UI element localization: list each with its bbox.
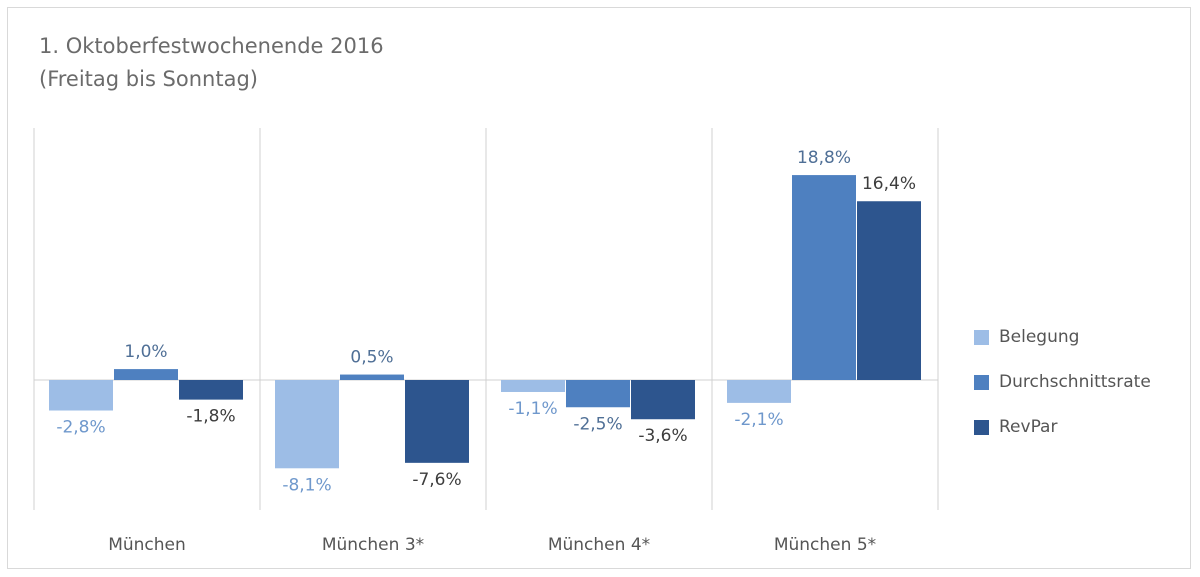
chart-frame	[7, 7, 1191, 569]
category-label-1: München 3*	[322, 535, 424, 555]
legend-swatch-belegung	[974, 329, 989, 345]
data-label-durchschnittsrate-3: 18,8%	[797, 148, 851, 168]
bar-belegung-1	[275, 380, 339, 469]
data-label-durchschnittsrate-0: 1,0%	[124, 342, 167, 362]
legend-label-belegung: Belegung	[999, 327, 1080, 347]
bar-belegung-0	[49, 380, 113, 411]
legend-item-revpar: RevPar	[974, 412, 1151, 442]
legend-swatch-durchschnittsrate	[974, 374, 989, 390]
data-label-revpar-1: -7,6%	[412, 470, 461, 490]
data-label-durchschnittsrate-1: 0,5%	[350, 348, 393, 368]
data-label-belegung-3: -2,1%	[734, 410, 783, 430]
bar-belegung-3	[727, 380, 791, 403]
bar-revpar-2	[631, 380, 695, 420]
bar-revpar-3	[857, 201, 921, 380]
data-label-durchschnittsrate-2: -2,5%	[573, 414, 622, 434]
data-label-belegung-1: -8,1%	[282, 475, 331, 495]
data-label-revpar-2: -3,6%	[638, 426, 687, 446]
legend-label-revpar: RevPar	[999, 417, 1058, 437]
category-label-3: München 5*	[774, 535, 876, 555]
category-label-0: München	[108, 535, 186, 555]
chart-legend: Belegung Durchschnittsrate RevPar	[974, 322, 1151, 457]
category-label-2: München 4*	[548, 535, 650, 555]
bar-durchschnittsrate-3	[792, 175, 856, 380]
data-label-revpar-0: -1,8%	[186, 407, 235, 427]
data-label-belegung-0: -2,8%	[56, 418, 105, 438]
legend-label-durchschnittsrate: Durchschnittsrate	[999, 372, 1151, 392]
data-label-revpar-3: 16,4%	[862, 174, 916, 194]
legend-swatch-revpar	[974, 419, 989, 435]
legend-item-durchschnittsrate: Durchschnittsrate	[974, 367, 1151, 397]
data-label-belegung-2: -1,1%	[508, 399, 557, 419]
bar-durchschnittsrate-1	[340, 374, 404, 380]
chart-title: 1. Oktoberfestwochenende 2016 (Freitag b…	[39, 34, 384, 91]
bar-belegung-2	[501, 380, 565, 392]
legend-item-belegung: Belegung	[974, 322, 1151, 352]
bar-durchschnittsrate-0	[114, 369, 178, 380]
bar-durchschnittsrate-2	[566, 380, 630, 408]
bar-revpar-0	[179, 380, 243, 400]
bar-revpar-1	[405, 380, 469, 463]
